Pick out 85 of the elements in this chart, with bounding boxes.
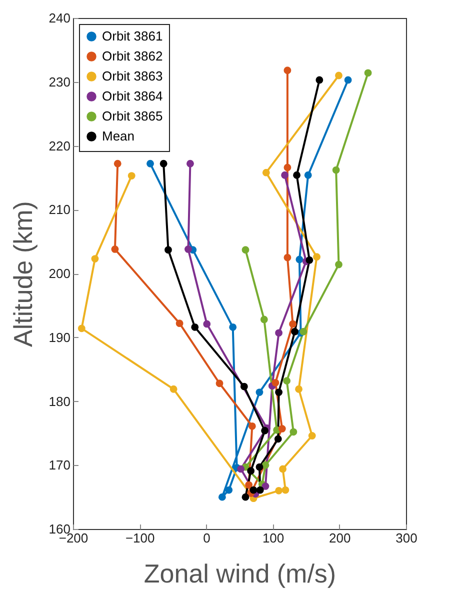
point <box>247 467 255 475</box>
point <box>282 486 290 494</box>
point <box>203 320 211 328</box>
point <box>278 425 286 432</box>
point <box>262 461 270 469</box>
point <box>256 486 264 494</box>
point <box>176 320 184 328</box>
point <box>242 246 250 254</box>
point <box>300 328 308 336</box>
x-tick-label: −100 <box>125 530 155 546</box>
legend-label: Orbit 3862 <box>102 48 163 64</box>
point <box>261 426 269 434</box>
point <box>364 69 372 77</box>
point <box>218 493 226 501</box>
point <box>184 246 192 253</box>
point <box>290 428 298 436</box>
point <box>186 160 194 168</box>
x-tick-label: 0 <box>203 530 210 546</box>
point <box>274 435 282 443</box>
point <box>229 323 237 331</box>
x-tick-label: 300 <box>396 530 418 546</box>
point <box>332 166 340 174</box>
point <box>308 432 316 440</box>
point <box>272 379 280 386</box>
point <box>275 486 282 494</box>
x-tick-label: 100 <box>262 530 284 546</box>
point <box>289 320 296 328</box>
point <box>296 256 304 264</box>
point <box>275 329 282 337</box>
point <box>128 172 136 180</box>
point <box>275 388 282 396</box>
legend-label: Orbit 3865 <box>102 108 163 124</box>
point <box>245 481 253 489</box>
point <box>225 486 233 494</box>
point <box>344 76 352 84</box>
point <box>146 160 154 168</box>
point <box>262 168 270 176</box>
y-tick-label: 220 <box>48 138 70 154</box>
point <box>250 486 258 494</box>
y-tick-label: 190 <box>48 330 70 345</box>
y-tick-label: 230 <box>48 74 70 90</box>
point <box>291 328 298 336</box>
y-tick-label: 200 <box>48 266 70 281</box>
point <box>284 254 292 262</box>
point <box>306 256 314 264</box>
point <box>111 246 119 253</box>
point <box>335 260 342 268</box>
legend-label: Orbit 3864 <box>102 88 163 104</box>
legend-label: Orbit 3863 <box>102 68 163 84</box>
y-tick-label: 180 <box>48 394 70 409</box>
point <box>240 382 248 390</box>
x-axis-title: Zonal wind (m/s) <box>144 558 336 588</box>
point <box>78 324 86 332</box>
point <box>279 465 286 473</box>
point <box>164 246 172 254</box>
legend-label: Orbit 3861 <box>102 28 163 44</box>
y-axis-title: Altitude (km) <box>8 201 38 347</box>
point <box>91 255 99 263</box>
point <box>256 388 264 396</box>
point <box>260 316 268 324</box>
point <box>281 171 288 179</box>
point <box>256 463 264 471</box>
x-tick-label: 200 <box>329 530 351 546</box>
point <box>284 164 292 172</box>
y-tick-label: 240 <box>48 10 70 26</box>
y-tick-label: 170 <box>48 458 70 473</box>
point <box>248 422 256 430</box>
point <box>170 385 178 393</box>
point <box>284 66 292 74</box>
point <box>160 160 168 168</box>
point <box>304 171 312 179</box>
point <box>114 160 122 168</box>
point <box>293 171 300 179</box>
point <box>216 380 224 388</box>
point <box>242 493 250 501</box>
point <box>313 253 320 261</box>
y-tick-label: 210 <box>48 202 70 218</box>
point <box>283 377 290 385</box>
point <box>191 323 199 331</box>
point <box>335 72 342 80</box>
point <box>295 385 302 393</box>
point <box>316 76 324 84</box>
point <box>237 465 245 473</box>
point <box>262 482 270 490</box>
legend-label: Mean <box>102 128 135 144</box>
